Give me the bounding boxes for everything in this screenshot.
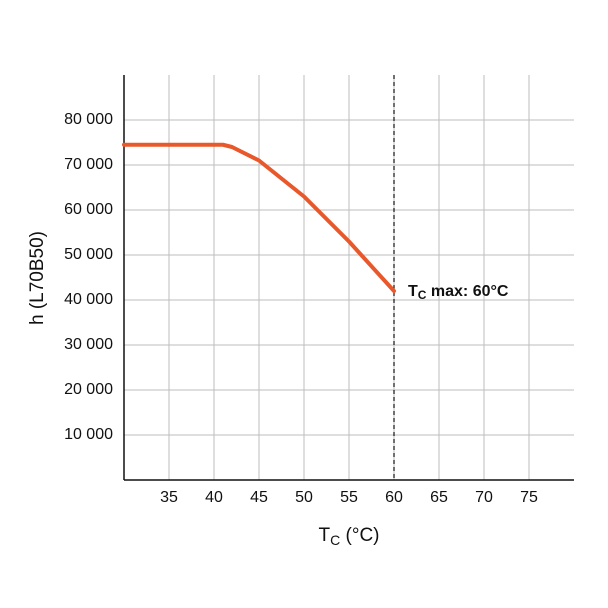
x-tick-label: 55 bbox=[340, 489, 358, 506]
x-tick-label: 70 bbox=[475, 489, 493, 506]
annotation-main: T bbox=[408, 283, 418, 300]
x-tick-label: 50 bbox=[295, 489, 313, 506]
y-tick-label: 70 000 bbox=[64, 156, 113, 173]
x-label-rest: (°C) bbox=[340, 525, 379, 546]
y-tick-label: 20 000 bbox=[64, 381, 113, 398]
x-label-main: T bbox=[319, 525, 331, 546]
annotation-sub: C bbox=[418, 288, 427, 302]
x-tick-label: 40 bbox=[205, 489, 223, 506]
annotation-rest: max: 60°C bbox=[426, 283, 508, 300]
x-tick-label: 75 bbox=[520, 489, 538, 506]
x-tick-label: 60 bbox=[385, 489, 403, 506]
y-tick-label: 50 000 bbox=[64, 246, 113, 263]
y-tick-label: 30 000 bbox=[64, 336, 113, 353]
x-tick-label: 35 bbox=[160, 489, 178, 506]
x-axis-label: TC (°C) bbox=[319, 525, 380, 548]
y-tick-label: 40 000 bbox=[64, 291, 113, 308]
x-label-sub: C bbox=[330, 532, 340, 548]
y-tick-label: 10 000 bbox=[64, 426, 113, 443]
data-line bbox=[122, 142, 396, 293]
x-tick-label: 65 bbox=[430, 489, 448, 506]
annotation: TC max: 60°C bbox=[408, 283, 509, 302]
y-tick-label: 60 000 bbox=[64, 201, 113, 218]
x-tick-label: 45 bbox=[250, 489, 268, 506]
y-axis-label: h (L70B50) bbox=[27, 231, 48, 325]
y-tick-label: 80 000 bbox=[64, 111, 113, 128]
